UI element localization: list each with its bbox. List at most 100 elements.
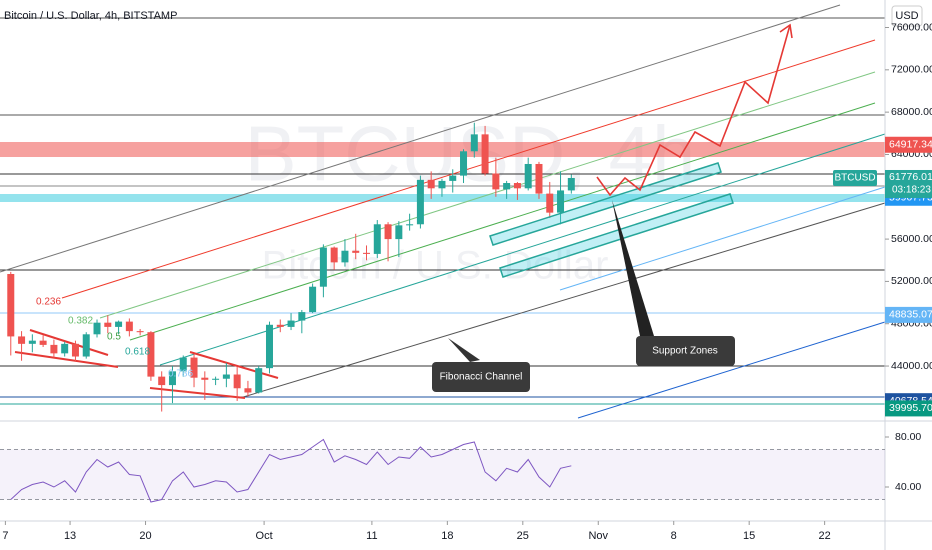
price-tag bbox=[885, 136, 932, 153]
currency[interactable]: USD bbox=[895, 10, 918, 22]
rsi-band bbox=[0, 449, 885, 500]
candle-body bbox=[61, 343, 69, 354]
candle-body bbox=[71, 343, 79, 357]
candle-body bbox=[492, 173, 500, 190]
callout-text: Support Zones bbox=[652, 346, 718, 357]
price-tag-label: 64917.34 bbox=[889, 139, 932, 151]
symbol-tag bbox=[833, 169, 877, 186]
symbol-tag-label: BTCUSD bbox=[834, 173, 875, 184]
x-tick-label: 7 bbox=[2, 530, 8, 542]
rsi-tick-label: 80.00 bbox=[895, 431, 921, 443]
candle-body bbox=[39, 340, 47, 345]
candle-body bbox=[147, 332, 155, 377]
x-tick-label: 13 bbox=[64, 530, 76, 542]
callouts: Fibonacci Channel Support Zones bbox=[432, 200, 735, 392]
x-tick-label: 18 bbox=[441, 530, 453, 542]
candle-body bbox=[298, 312, 306, 321]
candle-body bbox=[319, 247, 327, 287]
candle-body bbox=[212, 378, 220, 380]
support-zones bbox=[489, 162, 734, 278]
candle-body bbox=[395, 225, 403, 240]
candle-body bbox=[524, 163, 532, 189]
candle-body bbox=[179, 357, 187, 372]
y-tick-label: 76000.00 bbox=[891, 21, 932, 33]
candle-body bbox=[373, 224, 381, 254]
price-tag-label: 48835.07 bbox=[889, 309, 932, 321]
x-tick-label: 25 bbox=[517, 530, 529, 542]
candle-body bbox=[125, 321, 133, 332]
y-tick-label: 68000.00 bbox=[891, 106, 932, 118]
candle-body bbox=[287, 320, 295, 327]
candles bbox=[7, 122, 575, 412]
candle-body bbox=[460, 151, 468, 176]
x-tick-label: 8 bbox=[671, 530, 677, 542]
y-tick-label: 52000.00 bbox=[891, 275, 932, 287]
price-tag bbox=[885, 306, 932, 323]
fib-channel bbox=[0, 4, 886, 419]
candle-body bbox=[276, 324, 284, 327]
fib-label: 0.236 bbox=[36, 297, 61, 308]
candle-body bbox=[330, 247, 338, 263]
candle-body bbox=[416, 179, 424, 225]
candle-body bbox=[136, 331, 144, 333]
candle-body bbox=[341, 250, 349, 263]
x-tick-label: 20 bbox=[139, 530, 151, 542]
candle-body bbox=[255, 368, 263, 393]
fib-label: 0.5 bbox=[107, 332, 121, 343]
x-tick-label: 11 bbox=[366, 530, 377, 542]
candle-body bbox=[503, 183, 511, 190]
candle-body bbox=[449, 175, 457, 181]
candle-body bbox=[168, 371, 176, 386]
y-tick-label: 44000.00 bbox=[891, 360, 932, 372]
candle-body bbox=[557, 190, 565, 213]
candle-body bbox=[104, 322, 112, 327]
candle-body bbox=[18, 336, 26, 344]
candle-body bbox=[363, 252, 371, 254]
candle-body bbox=[244, 388, 252, 393]
y-tick-label: 56000.00 bbox=[891, 233, 932, 245]
price-tag bbox=[885, 400, 932, 417]
fib-label: 0.618 bbox=[125, 347, 150, 358]
candle-body bbox=[265, 324, 273, 369]
candle-body bbox=[481, 134, 489, 174]
fib-label: 0.382 bbox=[68, 316, 93, 327]
y-tick-label: 72000.00 bbox=[891, 64, 932, 76]
wedges bbox=[14, 329, 279, 399]
candle-body bbox=[222, 374, 230, 379]
candle-body bbox=[309, 286, 317, 313]
x-tick-label: Oct bbox=[256, 530, 273, 542]
rsi-line bbox=[10, 438, 572, 503]
candle-body bbox=[201, 377, 209, 380]
currency-box[interactable] bbox=[891, 5, 923, 27]
candle-body bbox=[28, 340, 36, 344]
candle-body bbox=[352, 250, 360, 253]
candle-body bbox=[470, 134, 478, 152]
candle-body bbox=[546, 193, 554, 213]
projection-arrow bbox=[596, 23, 793, 197]
candle-body bbox=[158, 376, 166, 386]
candle-body bbox=[93, 322, 101, 335]
rsi-tick-label: 40.00 bbox=[895, 481, 921, 493]
price-tag-label: 39995.70 bbox=[889, 402, 932, 414]
candle-body bbox=[438, 180, 446, 189]
last-price-tag bbox=[885, 169, 932, 198]
callout-text: Fibonacci Channel bbox=[440, 372, 523, 383]
countdown: 03:18:23 bbox=[892, 185, 931, 196]
x-tick-label: Nov bbox=[588, 530, 608, 542]
candle-body bbox=[513, 183, 521, 189]
x-tick-label: 15 bbox=[743, 530, 755, 542]
candle-body bbox=[190, 357, 198, 378]
candle-body bbox=[535, 163, 543, 194]
candle-body bbox=[7, 274, 15, 337]
candle-body bbox=[233, 374, 241, 389]
candle-body bbox=[406, 224, 414, 226]
candle-body bbox=[115, 321, 123, 327]
last-price-label: 61776.01 bbox=[889, 171, 932, 183]
candle-body bbox=[427, 179, 435, 189]
header-title: Bitcoin / U.S. Dollar, 4h, BITSTAMP bbox=[4, 10, 177, 22]
fib-label: 0.786 bbox=[168, 369, 193, 380]
candle-body bbox=[567, 177, 575, 191]
x-tick-label: 22 bbox=[819, 530, 831, 542]
